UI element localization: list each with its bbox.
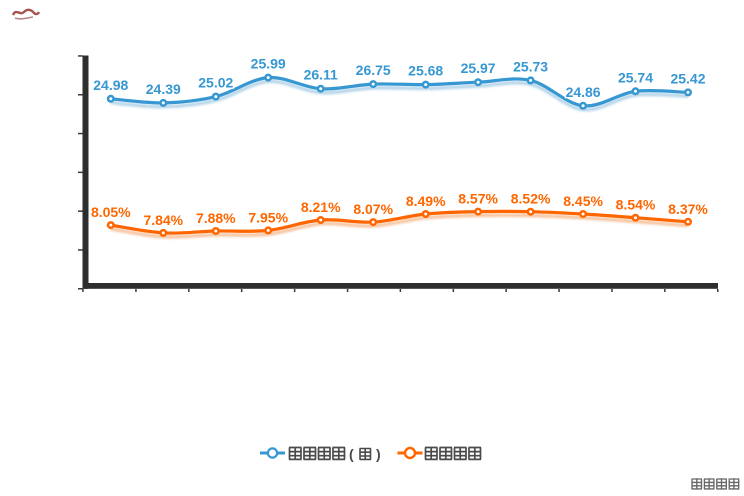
svg-text:8.37%: 8.37% xyxy=(668,201,708,217)
svg-text:25.68: 25.68 xyxy=(408,63,443,79)
svg-text:24.39: 24.39 xyxy=(146,81,181,97)
svg-text:8.52%: 8.52% xyxy=(511,191,551,207)
svg-text:8.21%: 8.21% xyxy=(301,199,341,215)
svg-text:8.45%: 8.45% xyxy=(563,193,603,209)
svg-text:8.57%: 8.57% xyxy=(458,191,498,207)
svg-text:): ) xyxy=(376,446,381,462)
svg-text:26.11: 26.11 xyxy=(304,67,338,83)
svg-text:25.99: 25.99 xyxy=(251,56,286,72)
svg-text:7.88%: 7.88% xyxy=(196,210,236,226)
svg-text:25.42: 25.42 xyxy=(670,70,705,86)
svg-text:(: ( xyxy=(349,446,354,462)
svg-text:8.05%: 8.05% xyxy=(91,204,131,220)
svg-text:25.02: 25.02 xyxy=(198,75,233,91)
svg-text:25.73: 25.73 xyxy=(513,58,548,74)
svg-text:26.75: 26.75 xyxy=(356,62,391,78)
svg-text:24.86: 24.86 xyxy=(566,84,601,100)
svg-text:25.74: 25.74 xyxy=(618,69,653,85)
svg-text:8.54%: 8.54% xyxy=(616,197,656,213)
svg-text:25.97: 25.97 xyxy=(461,60,496,76)
svg-text:8.49%: 8.49% xyxy=(406,193,446,209)
svg-text:24.98: 24.98 xyxy=(93,77,128,93)
svg-text:8.07%: 8.07% xyxy=(353,201,393,217)
svg-text:7.95%: 7.95% xyxy=(248,209,288,225)
svg-text:7.84%: 7.84% xyxy=(143,212,183,228)
